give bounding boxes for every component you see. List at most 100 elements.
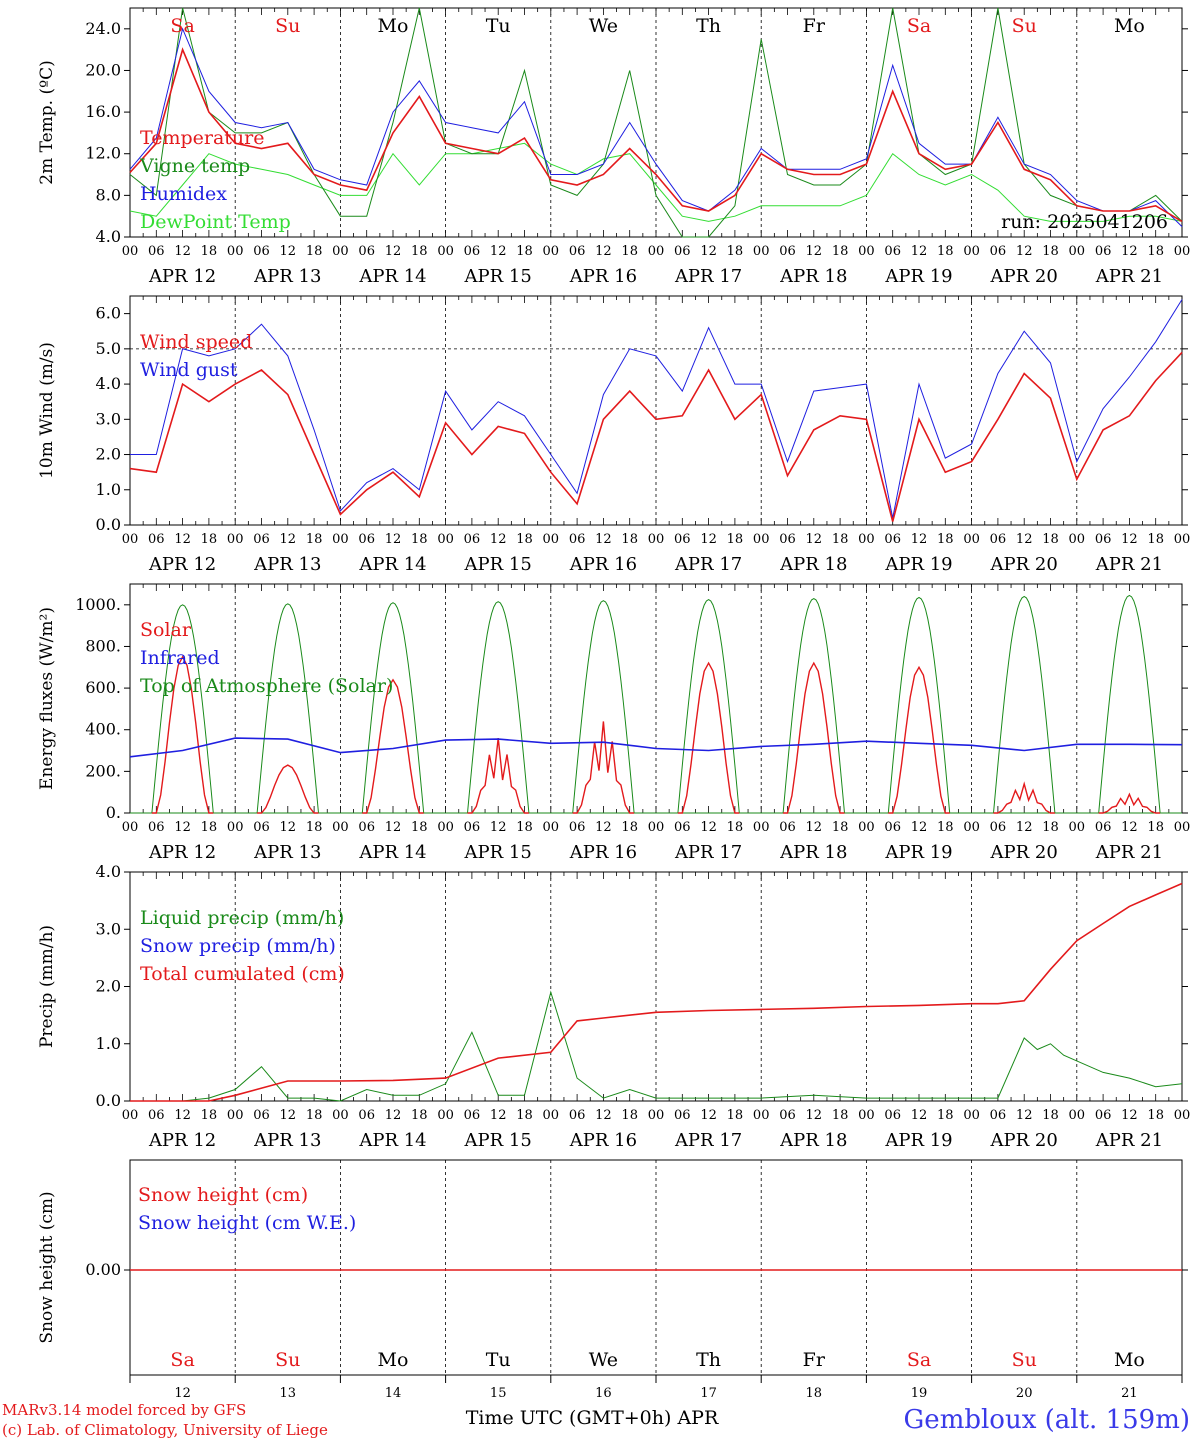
hour-label: 00 [332, 820, 349, 835]
hour-label: 00 [437, 820, 454, 835]
y-tick-label: 5.0 [96, 339, 121, 358]
weekday-label: Mo [378, 1349, 409, 1371]
hour-label: 06 [990, 244, 1007, 259]
hour-label: 18 [306, 244, 323, 259]
date-label: APR 15 [464, 1130, 532, 1151]
hour-label: 18 [832, 820, 849, 835]
date-label: APR 15 [464, 554, 532, 575]
weekday-label: Sa [170, 15, 194, 37]
hour-label: 12 [385, 1108, 402, 1123]
hour-label: 00 [227, 820, 244, 835]
solar-curve [677, 661, 740, 814]
hour-label: 06 [884, 244, 901, 259]
infrared-line [129, 737, 1183, 758]
y-tick-label: 20.0 [85, 60, 121, 79]
weekday-label: Th [696, 15, 721, 37]
hour-label: 18 [411, 244, 428, 259]
location-title: Gembloux (alt. 159m) [904, 1405, 1190, 1435]
hour-label: 18 [201, 532, 218, 547]
hour-label: 06 [1095, 532, 1112, 547]
hour-label: 06 [148, 1108, 165, 1123]
date-label: APR 15 [464, 266, 532, 287]
hour-label: 12 [700, 1108, 717, 1123]
hour-label: 12 [174, 244, 191, 259]
hour-label: 06 [884, 820, 901, 835]
weekday-label: Su [275, 15, 300, 37]
hour-label: 00 [122, 244, 139, 259]
legend-entry: Liquid precip (mm/h) [140, 907, 344, 929]
hour-label: 12 [806, 532, 823, 547]
toa-solar-curve [883, 596, 955, 814]
hour-label: 00 [332, 244, 349, 259]
date-label: APR 19 [884, 554, 952, 575]
y-tick-label: 200. [85, 761, 121, 780]
date-label: APR 18 [779, 842, 847, 863]
hour-label: 18 [832, 1108, 849, 1123]
solar-curve [151, 655, 214, 814]
hour-label: 12 [174, 820, 191, 835]
day-number: 19 [911, 1386, 928, 1401]
hour-label: 00 [963, 244, 980, 259]
series-line-red [129, 351, 1183, 522]
date-label: APR 19 [884, 1130, 952, 1151]
hour-label: 06 [569, 820, 586, 835]
day-number: 18 [806, 1386, 823, 1401]
hour-label: 12 [280, 532, 297, 547]
series-line-blue [130, 299, 1183, 519]
legend-entry: Vigne temp [139, 155, 250, 177]
hour-label: 12 [280, 820, 297, 835]
date-label: APR 14 [358, 554, 426, 575]
hour-label: 18 [1042, 532, 1059, 547]
date-label: APR 19 [884, 266, 952, 287]
y-tick-label: 6.0 [96, 304, 121, 323]
hour-label: 00 [437, 1108, 454, 1123]
y-tick-label: 4.0 [96, 862, 121, 881]
hour-label: 00 [963, 1108, 980, 1123]
hour-label: 12 [174, 1108, 191, 1123]
hour-label: 18 [411, 1108, 428, 1123]
panel-1: 00 06 12 18 APR 12 00 06 12 18 APR 13 00 06 12 18 APR … [37, 7, 1190, 287]
weekday-label: Tu [486, 1349, 511, 1371]
hour-label: 06 [779, 532, 796, 547]
hour-label: 12 [1016, 532, 1033, 547]
hour-label: 12 [490, 532, 507, 547]
hour-label: 06 [253, 1108, 270, 1123]
hour-label: 00 [753, 532, 770, 547]
hour-label: 06 [358, 820, 375, 835]
y-tick-label: 8.0 [96, 185, 121, 204]
hour-label: 12 [595, 820, 612, 835]
date-label: APR 18 [779, 1130, 847, 1151]
hour-label: 06 [674, 532, 691, 547]
date-label: APR 14 [358, 842, 426, 863]
hour-label: 18 [727, 244, 744, 259]
weekday-label: Sa [907, 1349, 931, 1371]
hour-label: 06 [779, 244, 796, 259]
y-tick-label: 0.00 [85, 1260, 121, 1279]
hour-label: 00 [227, 244, 244, 259]
hour-label: 12 [1121, 820, 1138, 835]
hour-label: 12 [385, 244, 402, 259]
solar-curve [888, 665, 950, 814]
hour-label: 18 [621, 820, 638, 835]
series-line-light_green [129, 142, 1183, 222]
hour-label: 00 [858, 244, 875, 259]
y-axis-label: Precip (mm/h) [37, 925, 57, 1048]
y-tick-label: 400. [85, 720, 121, 739]
y-tick-label: 0.0 [96, 1091, 121, 1110]
x-axis-title: Time UTC (GMT+0h) APR [466, 1407, 719, 1429]
hour-label: 06 [148, 244, 165, 259]
y-axis-label: 10m Wind (m/s) [37, 342, 57, 479]
weekday-label: Fr [803, 15, 826, 37]
y-tick-label: 3.0 [96, 919, 121, 938]
hour-label: 00 [543, 244, 560, 259]
date-label: APR 19 [884, 842, 952, 863]
hour-label: 00 [437, 532, 454, 547]
hour-label: 06 [884, 1108, 901, 1123]
date-label: APR 16 [569, 1130, 637, 1151]
hour-label: 00 [543, 532, 560, 547]
y-tick-label: 0. [106, 803, 121, 822]
date-label: APR 15 [464, 842, 532, 863]
hour-label: 06 [148, 820, 165, 835]
day-number: 20 [1016, 1386, 1033, 1401]
